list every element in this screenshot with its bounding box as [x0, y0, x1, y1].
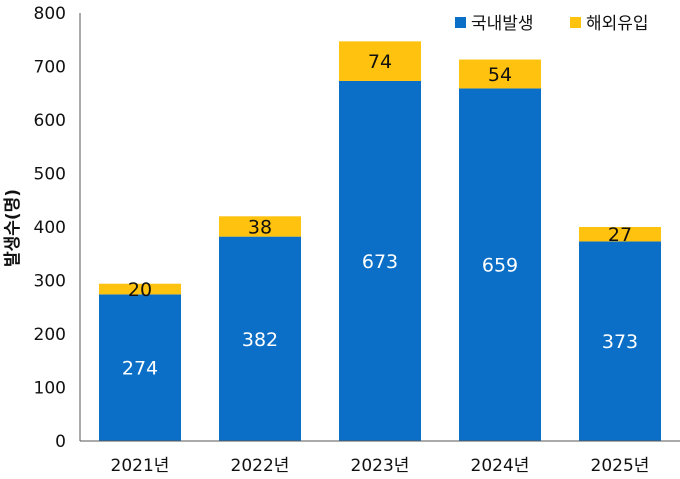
y-axis: 0 100 200 300 400 500 600 700 800 — [34, 4, 81, 452]
legend-label-domestic: 국내발생 — [471, 14, 534, 34]
y-tick-label: 800 — [34, 4, 66, 24]
bar-imported — [459, 59, 541, 89]
bar-imported — [99, 283, 181, 295]
data-label-imported: 74 — [368, 51, 392, 73]
legend: 국내발생 해외유입 — [455, 14, 649, 34]
x-axis: 2021년 2022년 2023년 2024년 2025년 — [80, 440, 680, 476]
bar-imported — [219, 216, 301, 237]
y-axis-title: 발생수(명) — [3, 189, 23, 267]
data-label-domestic: 382 — [242, 329, 278, 351]
data-label-domestic: 659 — [482, 255, 518, 277]
data-label-imported: 38 — [248, 216, 272, 238]
x-tick-label: 2025년 — [591, 456, 650, 476]
legend-swatch-imported — [570, 17, 581, 28]
x-tick-label: 2022년 — [231, 456, 290, 476]
bar-imported — [579, 227, 661, 242]
bar-domestic — [459, 88, 541, 441]
data-label-imported: 27 — [608, 224, 632, 246]
x-tick-label: 2023년 — [351, 456, 410, 476]
x-tick-label: 2021년 — [111, 456, 170, 476]
bar-domestic — [219, 236, 301, 441]
y-tick-label: 200 — [34, 325, 66, 345]
data-label-domestic: 274 — [122, 358, 158, 380]
y-tick-label: 500 — [34, 165, 66, 185]
y-tick-label: 400 — [34, 218, 66, 238]
y-tick-label: 0 — [55, 432, 66, 452]
y-tick-label: 100 — [34, 379, 66, 399]
data-label-domestic: 673 — [362, 251, 398, 273]
y-tick-label: 600 — [34, 111, 66, 131]
legend-swatch-domestic — [455, 17, 466, 28]
legend-label-imported: 해외유입 — [586, 14, 649, 34]
bar-imported — [339, 41, 421, 81]
y-tick-label: 700 — [34, 58, 66, 78]
bar-domestic — [99, 294, 181, 441]
y-tick-label: 300 — [34, 272, 66, 292]
data-label-domestic: 373 — [602, 331, 638, 353]
bars: 274 20 382 38 673 74 659 54 373 27 — [99, 41, 661, 441]
bar-domestic — [339, 80, 421, 441]
bar-domestic — [579, 241, 661, 441]
data-label-imported: 54 — [488, 64, 512, 86]
x-tick-label: 2024년 — [471, 456, 530, 476]
data-label-imported: 20 — [128, 279, 152, 301]
